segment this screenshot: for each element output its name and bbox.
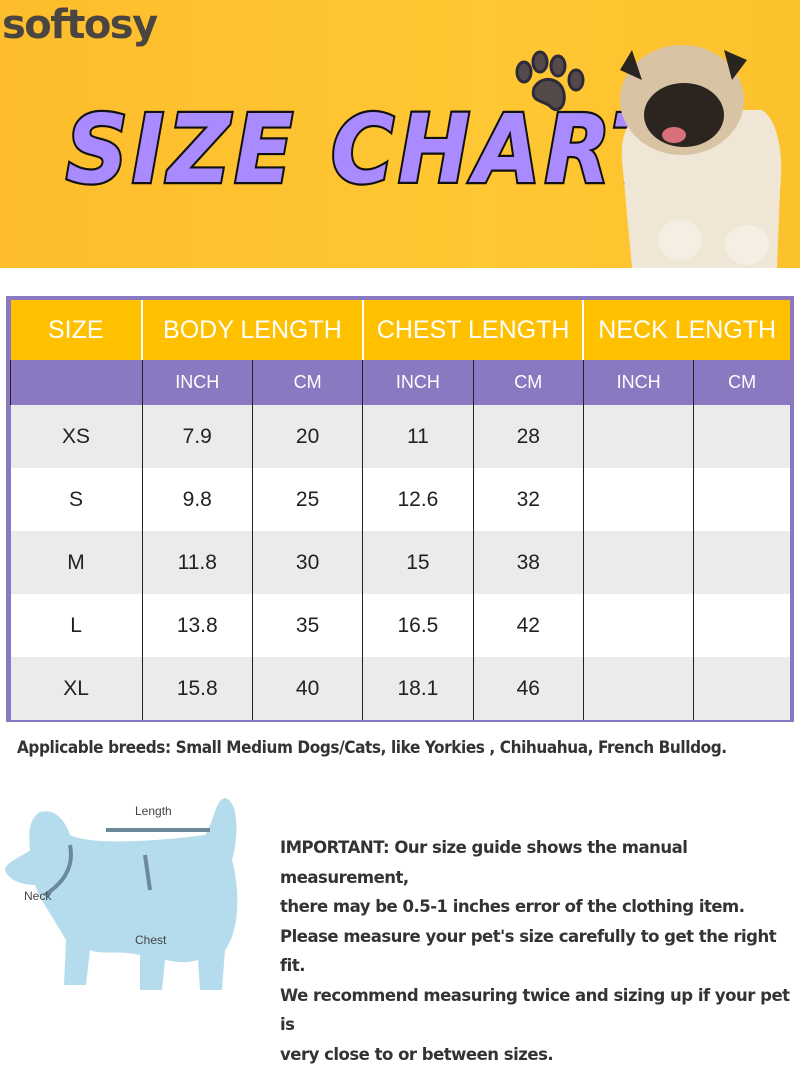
header-chest-length: CHEST LENGTH [363,300,584,360]
subheader-cell: INCH [583,360,693,405]
size-table: SIZE BODY LENGTH CHEST LENGTH NECK LENGT… [6,296,794,722]
value-cell [694,468,790,531]
value-cell: 15.8 [142,657,252,720]
size-cell: S [11,468,143,531]
value-cell: 20 [252,405,362,468]
neck-label: Neck [24,889,52,903]
value-cell [694,594,790,657]
value-cell: 38 [473,531,583,594]
value-cell: 42 [473,594,583,657]
subheader-cell: CM [473,360,583,405]
value-cell: 30 [252,531,362,594]
subheader-cell: CM [252,360,362,405]
breeds-note: Applicable breeds: Small Medium Dogs/Cat… [17,738,727,758]
subheader-cell: INCH [363,360,473,405]
header-size: SIZE [11,300,143,360]
value-cell: 7.9 [142,405,252,468]
value-cell: 13.8 [142,594,252,657]
dog-measurement-diagram: Length Neck Chest [0,790,260,1000]
banner: softosy SIZE CHART [0,0,800,268]
size-cell: XS [11,405,143,468]
length-label: Length [135,804,172,818]
value-cell: 12.6 [363,468,473,531]
subheader-cell: CM [694,360,790,405]
value-cell [583,657,693,720]
brand-logo: softosy [2,2,157,48]
value-cell [694,657,790,720]
header-neck-length: NECK LENGTH [583,300,790,360]
important-line: IMPORTANT: Our size guide shows the manu… [280,833,795,892]
chest-label: Chest [135,933,167,947]
value-cell [583,468,693,531]
value-cell: 46 [473,657,583,720]
important-line: very close to or between sizes. [280,1040,795,1069]
value-cell [583,405,693,468]
value-cell [694,531,790,594]
important-line: We recommend measuring twice and sizing … [280,981,795,1040]
paw-icon [512,50,592,120]
value-cell: 28 [473,405,583,468]
subheader-cell [11,360,143,405]
value-cell: 32 [473,468,583,531]
subheader-cell: INCH [142,360,252,405]
value-cell: 35 [252,594,362,657]
value-cell: 11 [363,405,473,468]
important-line: Please measure your pet's size carefully… [280,922,795,981]
important-line: there may be 0.5-1 inches error of the c… [280,892,795,922]
header-body-length: BODY LENGTH [142,300,363,360]
value-cell [583,594,693,657]
value-cell: 40 [252,657,362,720]
value-cell: 11.8 [142,531,252,594]
size-cell: L [11,594,143,657]
important-note: IMPORTANT: Our size guide shows the manu… [280,833,795,1069]
value-cell [694,405,790,468]
size-cell: XL [11,657,143,720]
value-cell: 18.1 [363,657,473,720]
value-cell: 9.8 [142,468,252,531]
value-cell [583,531,693,594]
value-cell: 16.5 [363,594,473,657]
size-cell: M [11,531,143,594]
value-cell: 25 [252,468,362,531]
pug-photo [612,40,792,268]
value-cell: 15 [363,531,473,594]
